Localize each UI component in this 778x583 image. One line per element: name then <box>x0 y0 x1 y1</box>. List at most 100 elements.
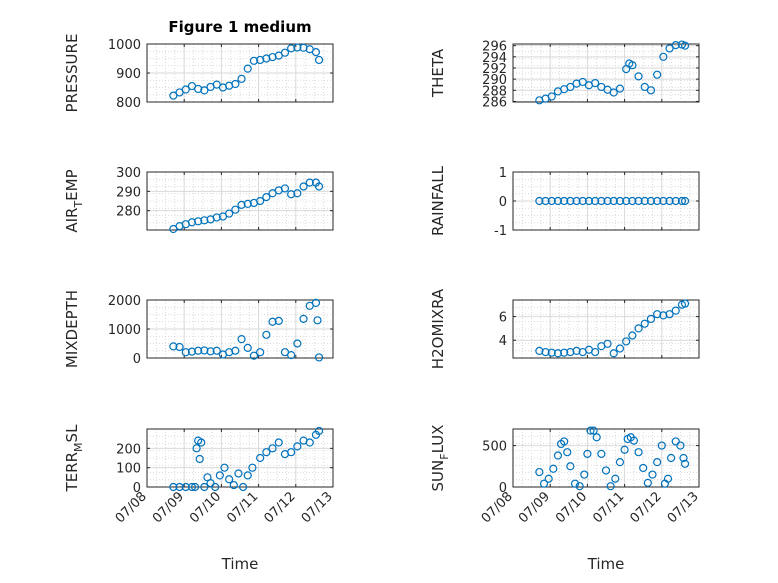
data-point <box>580 470 589 479</box>
data-point <box>535 196 544 206</box>
data-point <box>539 479 549 488</box>
data-point <box>220 463 229 472</box>
data-point <box>665 44 674 53</box>
y-axis-label: RAINFALL <box>429 165 447 236</box>
data-point <box>169 342 178 351</box>
y-tick-label: -1 <box>494 224 507 239</box>
data-point <box>634 448 643 457</box>
data-point <box>547 196 556 206</box>
data-point <box>293 43 302 52</box>
data-point <box>671 306 680 315</box>
data-point <box>583 449 592 458</box>
data-point <box>249 351 259 360</box>
y-tick-label: 290 <box>482 73 507 88</box>
data-point <box>606 482 615 491</box>
y-tick-label: 290 <box>116 185 141 200</box>
data-point <box>175 482 184 492</box>
data-point <box>653 196 662 206</box>
data-point <box>544 474 553 483</box>
data-point <box>187 482 197 492</box>
data-point <box>663 474 673 483</box>
data-point <box>314 353 324 362</box>
data-point <box>299 314 308 323</box>
data-point <box>615 344 625 353</box>
data-point <box>680 459 690 468</box>
data-point <box>646 314 656 324</box>
y-axis-label: PRESSURE <box>63 34 81 113</box>
data-point <box>299 182 308 191</box>
data-point <box>591 196 600 206</box>
y-tick-label: 294 <box>482 51 507 66</box>
data-point <box>560 348 569 357</box>
data-point <box>603 196 612 206</box>
data-point <box>584 196 594 206</box>
y-axis-label: SUNFLUX <box>429 425 451 492</box>
data-point <box>622 196 631 206</box>
data-point <box>680 299 690 308</box>
y-axis-label: MIXDEPTH <box>63 290 81 368</box>
data-point <box>200 482 209 492</box>
data-point <box>215 471 224 480</box>
data-point <box>671 41 680 50</box>
data-point <box>231 205 240 214</box>
data-point <box>653 70 662 79</box>
data-point <box>676 441 685 450</box>
data-point <box>589 426 598 435</box>
data-point <box>237 200 246 209</box>
data-point <box>575 482 584 491</box>
data-point <box>256 348 265 357</box>
data-point <box>665 196 674 206</box>
data-point <box>248 463 257 472</box>
data-point <box>194 346 203 355</box>
data-point <box>212 213 221 222</box>
data-point <box>615 196 625 206</box>
y-tick-label: 200 <box>116 442 141 457</box>
y-tick-label: 800 <box>116 96 141 111</box>
data-point <box>643 478 652 487</box>
data-point <box>237 74 246 83</box>
data-point <box>274 438 283 447</box>
data-point <box>591 78 600 88</box>
data-point <box>243 343 252 352</box>
data-point <box>659 52 668 61</box>
y-tick-label: 6 <box>499 311 507 326</box>
subplot-pressure: 800 900 1000 PRESSURE Figure 1 medium <box>63 18 334 113</box>
data-point <box>256 453 265 463</box>
data-point <box>653 310 662 319</box>
subplot-mixdepth: 0 1000 2000 MIXDEPTH <box>63 290 334 368</box>
axes-border <box>512 43 700 103</box>
data-point <box>572 196 581 206</box>
axes-border <box>512 299 700 359</box>
data-point <box>234 469 243 478</box>
data-point <box>197 438 206 447</box>
data-point <box>305 438 314 447</box>
x-axis-label: Time <box>221 555 259 573</box>
data-point <box>671 196 680 206</box>
data-point <box>578 77 587 87</box>
data-point <box>243 64 252 73</box>
chart-title: Figure 1 medium <box>168 18 311 36</box>
data-point <box>229 480 238 490</box>
data-point <box>314 55 324 65</box>
data-point <box>280 48 290 57</box>
data-point <box>553 196 563 206</box>
data-point <box>553 451 563 460</box>
data-point <box>578 196 587 206</box>
data-point <box>657 441 666 450</box>
y-tick-label: 100 <box>116 462 141 477</box>
data-point <box>586 426 595 435</box>
data-point <box>640 319 649 328</box>
data-point <box>194 217 203 226</box>
data-point <box>541 196 550 206</box>
y-tick-label: 280 <box>116 205 141 220</box>
data-point <box>206 347 215 356</box>
data-point <box>566 347 575 357</box>
data-point <box>646 86 656 95</box>
subplot-rainfall: -1 0 1 RAINFALL <box>429 165 700 239</box>
data-point <box>592 433 601 442</box>
data-point <box>187 347 197 356</box>
y-tick-label: 0 <box>499 481 507 496</box>
data-point <box>190 482 200 492</box>
data-point <box>547 92 556 101</box>
